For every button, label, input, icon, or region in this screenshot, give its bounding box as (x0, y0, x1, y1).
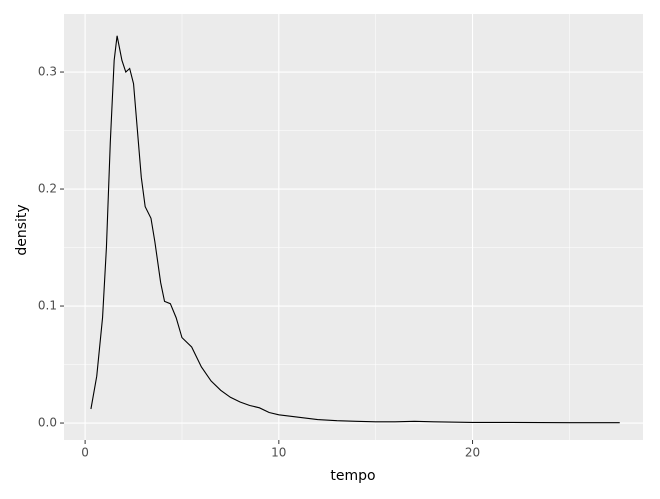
x-tick-label: 10 (271, 446, 286, 460)
y-tick-label: 0.2 (38, 182, 57, 196)
panel (64, 14, 643, 440)
y-tick-label: 0.3 (38, 65, 57, 79)
y-tick-label: 0.1 (38, 299, 57, 313)
x-tick-label: 20 (465, 446, 480, 460)
y-tick-label: 0.0 (38, 416, 57, 430)
x-axis-title: tempo (330, 468, 375, 484)
y-axis-title: density (14, 204, 30, 255)
x-tick-label: 0 (81, 446, 89, 460)
density-line (90, 35, 620, 424)
